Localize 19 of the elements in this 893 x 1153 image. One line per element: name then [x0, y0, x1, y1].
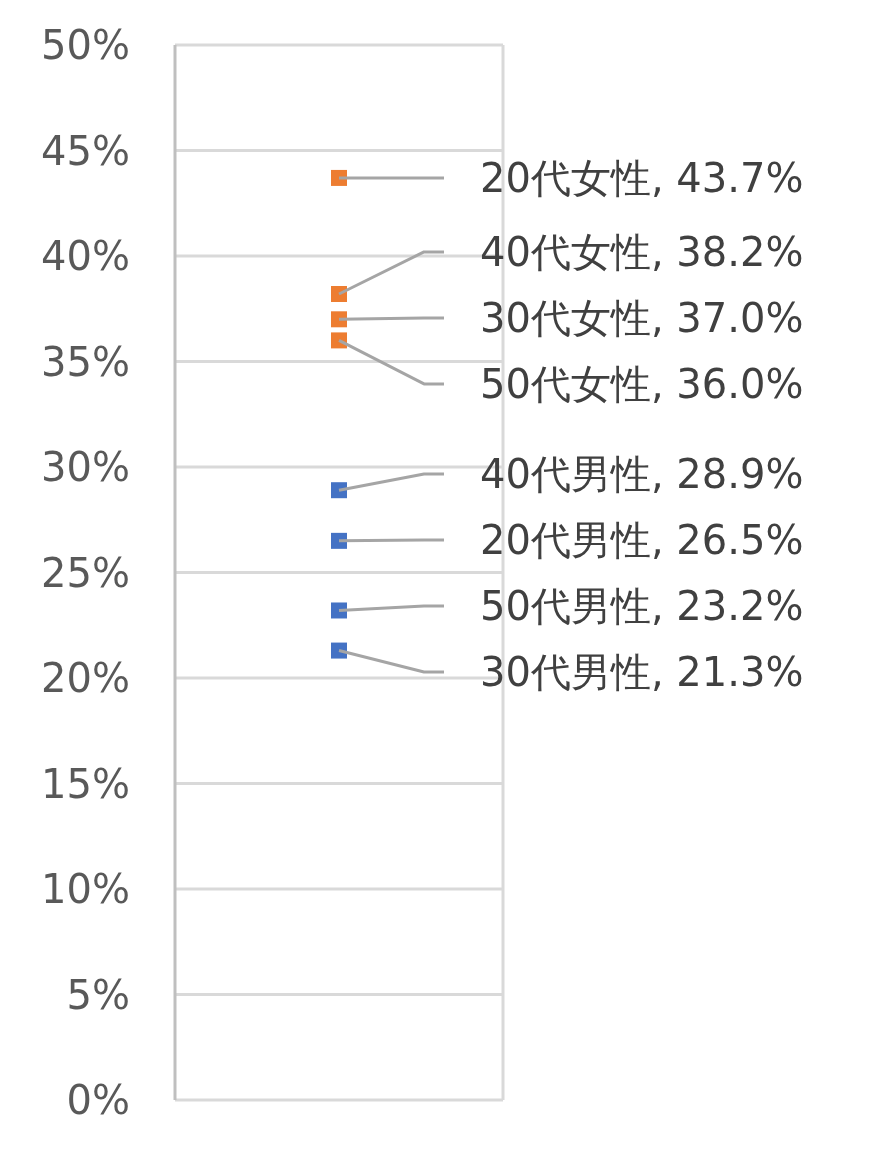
y-tick-label: 30%: [41, 444, 130, 490]
data-label: 30代男性, 21.3%: [480, 649, 804, 696]
data-label: 20代男性, 26.5%: [480, 517, 804, 564]
y-tick-label: 15%: [41, 760, 130, 807]
y-tick-label: 45%: [41, 127, 130, 174]
data-label: 30代女性, 37.0%: [480, 294, 804, 341]
y-tick-label: 40%: [41, 233, 130, 279]
data-label: 50代男性, 23.2%: [480, 583, 804, 630]
data-label: 20代女性, 43.7%: [480, 154, 804, 201]
y-tick-label: 25%: [41, 549, 130, 596]
y-tick-label: 0%: [66, 1077, 130, 1123]
y-tick-label: 35%: [41, 338, 130, 385]
y-tick-label: 50%: [41, 22, 130, 68]
y-tick-label: 20%: [41, 655, 130, 701]
y-tick-label: 10%: [41, 866, 130, 912]
data-label: 50代女性, 36.0%: [480, 360, 804, 407]
y-tick-label: 5%: [66, 971, 130, 1018]
data-label: 40代女性, 38.2%: [480, 228, 804, 275]
data-label: 40代男性, 28.9%: [480, 451, 804, 498]
